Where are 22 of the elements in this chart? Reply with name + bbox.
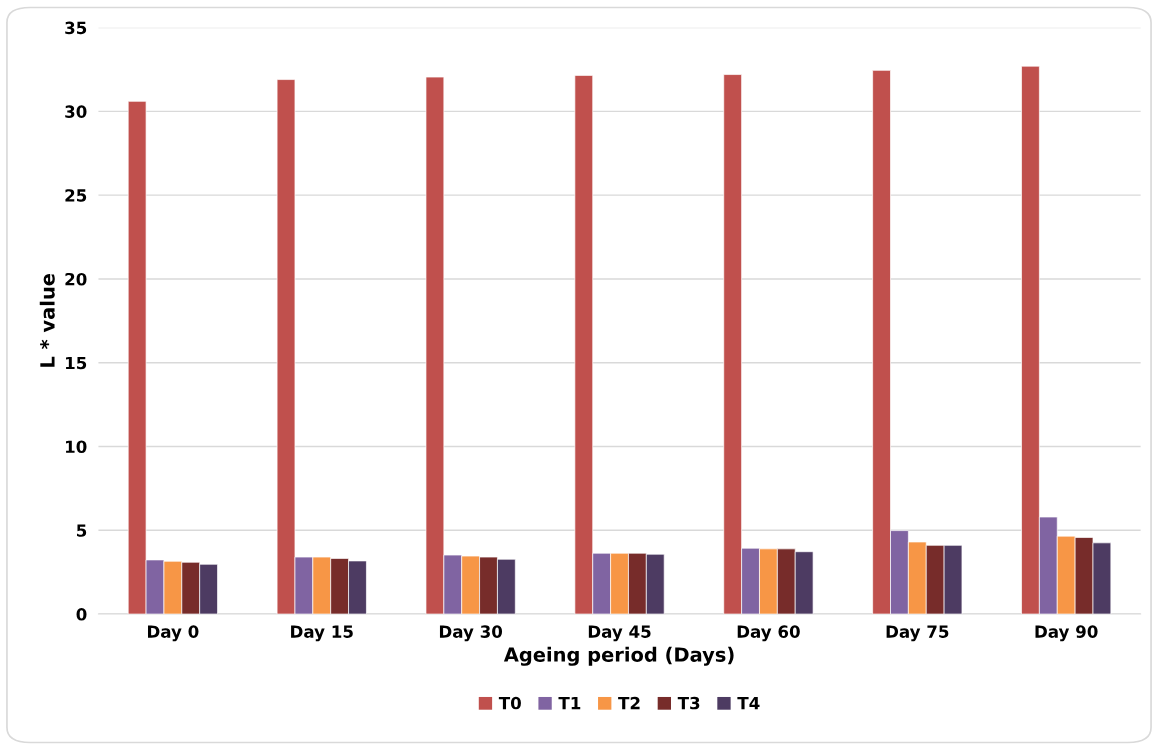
y-axis-title: L * value [39,273,55,367]
y-tick-label: 15 [66,356,87,370]
legend-label: T1 [558,696,581,710]
x-tick-label: Day 0 [147,625,199,642]
x-axis-title: Ageing period (Days) [503,646,734,666]
y-tick-label: 25 [65,189,87,202]
x-tick-label: Day 90 [1035,625,1098,642]
y-tick-label: 35 [65,21,87,35]
x-tick-label: Day 75 [886,625,949,642]
legend-label: T4 [737,696,760,710]
y-tick-label: 0 [76,608,87,621]
x-tick-label: Day 60 [737,625,800,642]
legend-label: T0 [498,696,521,710]
y-tick-label: 20 [65,272,87,286]
x-tick-label: Day 15 [291,625,353,642]
y-tick-label: 5 [77,524,87,537]
y-tick-label: 10 [66,440,87,454]
legend-label: T3 [677,696,700,710]
y-tick-label: 30 [65,105,87,118]
x-tick-label: Day 30 [439,625,503,642]
x-tick-label: Day 45 [588,625,651,642]
legend-label: T2 [618,696,640,710]
